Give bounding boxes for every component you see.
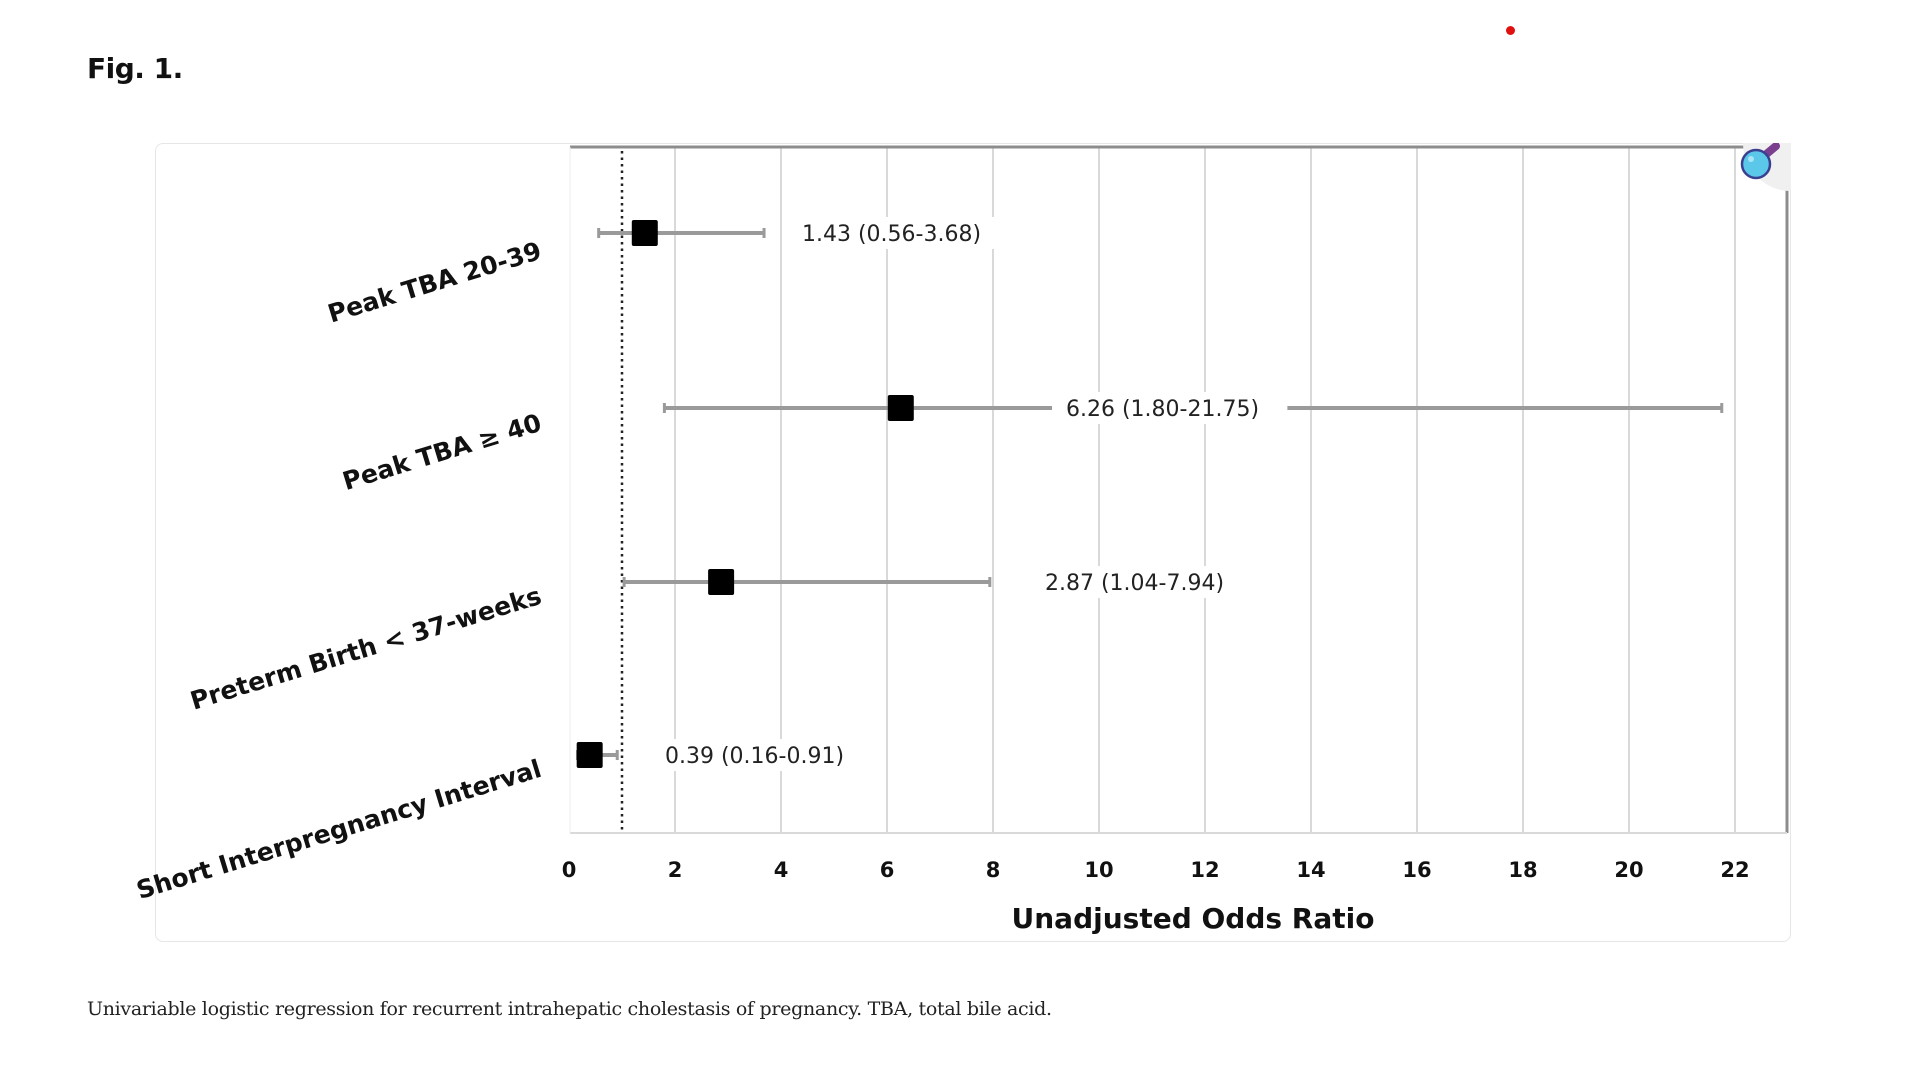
y-category-label: Short Interpregnancy Interval [133,754,545,905]
y-category-label: Preterm Birth < 37-weeks [187,581,545,716]
forest-row: 6.26 (1.80-21.75) [662,392,1724,424]
x-tick-label: 22 [1720,858,1749,882]
odds-ratio-marker [708,569,735,595]
plot-frame [569,145,1789,834]
odds-ratio-marker [887,395,914,421]
figure-caption: Univariable logistic regression for recu… [87,998,1052,1020]
gridlines [674,147,1736,833]
x-tick-label: 18 [1508,858,1537,882]
x-tick-label: 8 [986,858,1001,882]
y-category-label: Peak TBA ≥ 40 [339,408,545,496]
x-tick-label: 20 [1614,858,1643,882]
x-tick-label: 14 [1296,858,1325,882]
chart-card [155,143,1791,942]
data-rows: 1.43 (0.56-3.68) 6.26 (1.80-21.75) 2.87 (1… [575,217,1724,771]
x-tick-label: 0 [562,858,577,882]
forest-row: 2.87 (1.04-7.94) [622,566,1255,598]
or-ci-label: 1.43 (0.56-3.68) [802,222,981,247]
figure-title: Fig. 1. [87,52,183,85]
odds-ratio-marker [631,220,658,246]
y-category-label: Peak TBA 20-39 [324,236,544,329]
odds-ratio-marker [576,742,603,768]
or-ci-label: 2.87 (1.04-7.94) [1045,571,1224,596]
forest-row: 0.39 (0.16-0.91) [575,739,875,771]
x-tick-label: 2 [668,858,683,882]
forest-row: 1.43 (0.56-3.68) [597,217,1012,249]
x-tick-label: 6 [880,858,895,882]
y-axis-labels: Peak TBA 20-39 Peak TBA ≥ 40 Preterm Birth… [133,236,545,905]
x-tick-label: 12 [1190,858,1219,882]
x-axis-title: Unadjusted Odds Ratio [1012,902,1375,935]
magnifier-icon [1740,142,1791,191]
or-ci-label: 0.39 (0.16-0.91) [665,744,844,769]
zoom-button[interactable] [1736,142,1791,198]
red-dot-marker [1506,26,1515,35]
x-axis-ticks: 0 2 4 6 8 10 12 14 16 18 20 22 [562,858,1750,882]
x-tick-label: 16 [1402,858,1431,882]
x-tick-label: 4 [774,858,789,882]
or-ci-label: 6.26 (1.80-21.75) [1066,397,1259,422]
x-tick-label: 10 [1084,858,1113,882]
